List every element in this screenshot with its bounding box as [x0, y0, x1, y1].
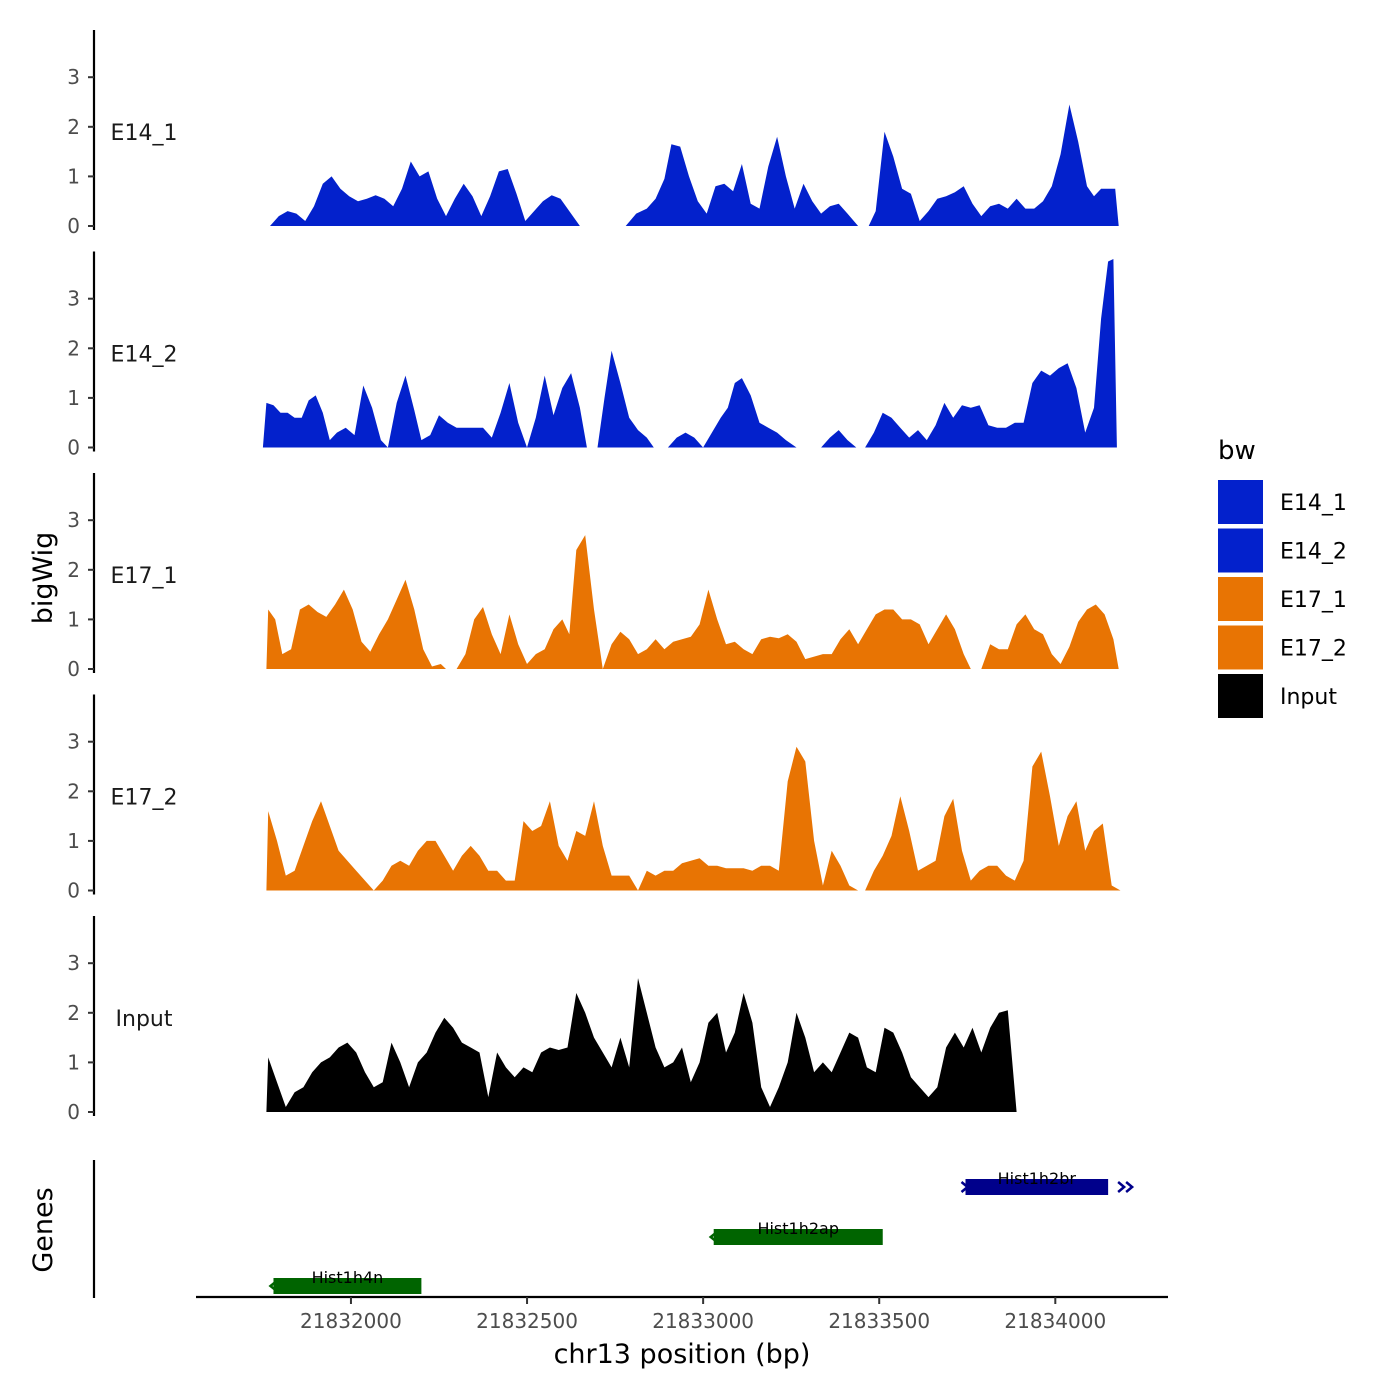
legend-item-E14_2: E14_2 [1218, 528, 1347, 573]
coverage-area-E17_2 [865, 751, 1121, 891]
coverage-area-E14_2 [667, 378, 797, 448]
gene-body [965, 1179, 1109, 1195]
y-tick-label: 0 [67, 214, 80, 238]
gene-label: Hist1h2ap [757, 1219, 839, 1238]
y-tick-label: 2 [67, 779, 80, 803]
y-axis-title: bigWig [28, 532, 59, 625]
y-tick-label: 0 [67, 657, 80, 681]
y-tick-label: 1 [67, 164, 80, 188]
track-label: E17_1 [111, 564, 178, 589]
strand-arrow [1125, 1181, 1135, 1193]
coverage-area-E14_2 [597, 350, 654, 448]
coverage-area-E17_1 [981, 604, 1119, 669]
gene-label: Hist1h4n [312, 1268, 384, 1287]
coverage-area-E14_2 [865, 259, 1121, 448]
legend-swatch [1218, 625, 1263, 670]
legend-item-E17_1: E17_1 [1218, 577, 1347, 621]
track-E14_1: 0 1 2 3 E14_1 [67, 30, 1119, 238]
coverage-area-E14_1 [270, 161, 580, 226]
y-tick-label: 2 [67, 558, 80, 582]
gene-body [273, 1278, 422, 1294]
x-tick-label: 21833500 [828, 1309, 930, 1333]
y-tick-label: 1 [67, 386, 80, 410]
coverage-area-E17_2 [266, 746, 866, 891]
y-tick-label: 2 [67, 1001, 80, 1025]
coverage-area-E14_2 [821, 430, 857, 448]
y-tick-label: 3 [67, 287, 80, 311]
legend-swatch [1218, 480, 1263, 524]
x-axis-title: chr13 position (bp) [554, 1339, 811, 1370]
legend-label: Input [1280, 685, 1337, 710]
y-tick-label: 2 [67, 115, 80, 139]
legend-item-E17_2: E17_2 [1218, 625, 1347, 670]
track-label: E14_1 [111, 121, 178, 146]
coverage-area-Input [266, 978, 1017, 1112]
strand-arrow [268, 1281, 277, 1291]
coverage-area-E17_1 [266, 579, 446, 669]
gene-Hist1h4n: Hist1h4n [268, 1268, 422, 1294]
y-tick-label: 3 [67, 730, 80, 754]
strand-arrow [960, 1181, 970, 1193]
legend-item-Input: Input [1218, 674, 1337, 718]
x-tick-label: 21832000 [300, 1309, 402, 1333]
track-label: E14_2 [111, 343, 178, 368]
gene-panel-title: Genes [28, 1187, 59, 1272]
track-E17_1: 0 1 2 3 E17_1 [67, 473, 1119, 681]
y-tick-label: 1 [67, 1050, 80, 1074]
x-tick-label: 21833000 [652, 1309, 754, 1333]
strand-arrow [708, 1232, 717, 1242]
legend-swatch [1218, 674, 1263, 718]
y-tick-label: 0 [67, 879, 80, 903]
coverage-area-E14_2 [262, 373, 587, 448]
gene-body [713, 1229, 883, 1245]
track-label: Input [116, 1007, 173, 1032]
gene-Hist1h2br: Hist1h2br [960, 1169, 1135, 1195]
track-Input: 0 1 2 3 Input [67, 916, 1017, 1124]
legend-swatch [1218, 577, 1263, 621]
strand-arrow [1117, 1181, 1127, 1193]
legend-item-E14_1: E14_1 [1218, 480, 1347, 524]
track-E17_2: 0 1 2 3 E17_2 [67, 694, 1121, 903]
track-E14_2: 0 1 2 3 E14_2 [67, 251, 1121, 460]
coverage-area-E17_1 [456, 535, 971, 669]
x-axis: 21832000 21832500 21833000 21833500 21834000 [196, 1295, 1168, 1333]
legend: bw E14_1 E14_2 E17_1 E17_2 Input [1218, 436, 1347, 718]
y-tick-label: 1 [67, 607, 80, 631]
coverage-area-E14_1 [625, 136, 859, 226]
y-tick-label: 3 [67, 951, 80, 975]
legend-swatch [1218, 528, 1263, 573]
y-tick-label: 3 [67, 508, 80, 532]
legend-label: E17_2 [1280, 637, 1347, 662]
y-tick-label: 3 [67, 65, 80, 89]
gene-Hist1h2ap: Hist1h2ap [708, 1219, 883, 1245]
y-tick-label: 1 [67, 829, 80, 853]
legend-label: E14_1 [1280, 491, 1347, 516]
legend-label: E17_1 [1280, 588, 1347, 613]
coverage-tracks: 0 1 2 3 E14_1 0 1 2 3 E14_2 0 1 2 3 E17_1 0 1 2 3 E17_2 0 1 2 3… [67, 30, 1121, 1124]
legend-title: bw [1218, 436, 1256, 466]
coverage-area-E14_1 [868, 104, 1119, 226]
y-tick-label: 2 [67, 336, 80, 360]
gene-annotation-panel: Hist1h4n Hist1h2ap Hist1h2br [92, 1160, 1135, 1298]
track-label: E17_2 [111, 786, 178, 811]
y-tick-label: 0 [67, 1100, 80, 1124]
legend-label: E14_2 [1280, 540, 1347, 565]
gene-label: Hist1h2br [998, 1169, 1077, 1188]
x-tick-label: 21832500 [476, 1309, 578, 1333]
x-tick-label: 21834000 [1004, 1309, 1106, 1333]
y-tick-label: 0 [67, 436, 80, 460]
